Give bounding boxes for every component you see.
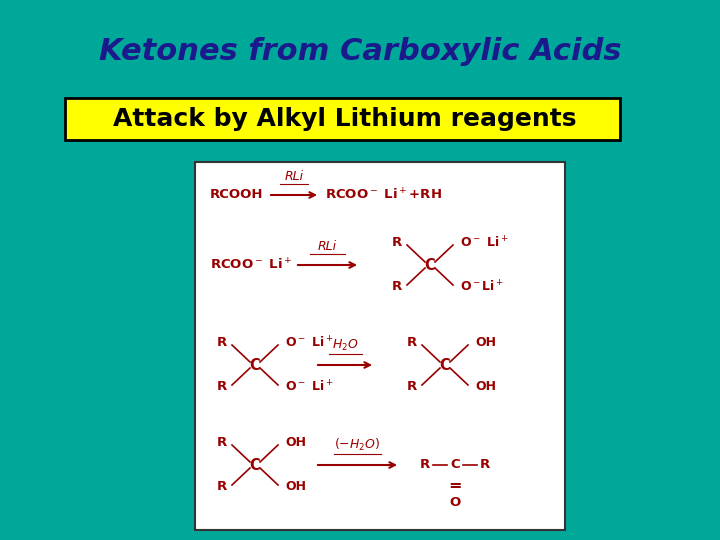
Text: H$_2$O: H$_2$O <box>332 338 359 353</box>
Text: R: R <box>407 336 417 349</box>
Text: O: O <box>449 496 461 510</box>
Text: R: R <box>407 381 417 394</box>
Text: R: R <box>217 381 227 394</box>
Text: Ketones from Carboxylic Acids: Ketones from Carboxylic Acids <box>99 37 621 66</box>
Text: RLi: RLi <box>284 170 304 183</box>
Text: OH: OH <box>475 381 496 394</box>
Text: RCOO$^-$ Li$^+$+RH: RCOO$^-$ Li$^+$+RH <box>325 187 442 202</box>
Text: C: C <box>450 458 460 471</box>
Text: RCOOH: RCOOH <box>210 188 264 201</box>
Text: R: R <box>217 481 227 494</box>
Text: C: C <box>250 357 261 373</box>
Text: R: R <box>480 458 490 471</box>
Text: O$^-$ Li$^+$: O$^-$ Li$^+$ <box>285 335 333 350</box>
Text: OH: OH <box>285 436 306 449</box>
FancyBboxPatch shape <box>65 98 620 140</box>
Text: C: C <box>250 457 261 472</box>
Text: OH: OH <box>475 336 496 349</box>
Text: C: C <box>440 357 451 373</box>
Text: R: R <box>217 336 227 349</box>
Text: OH: OH <box>285 481 306 494</box>
FancyBboxPatch shape <box>195 162 565 530</box>
Text: O$^-$ Li$^+$: O$^-$ Li$^+$ <box>285 379 333 395</box>
Text: R: R <box>217 436 227 449</box>
Text: R: R <box>392 237 402 249</box>
Text: RLi: RLi <box>318 240 337 253</box>
Text: R: R <box>420 458 430 471</box>
Text: Attack by Alkyl Lithium reagents: Attack by Alkyl Lithium reagents <box>113 107 577 131</box>
Text: R: R <box>392 280 402 294</box>
Text: RCOO$^-$ Li$^+$: RCOO$^-$ Li$^+$ <box>210 258 292 273</box>
Text: O$^-$ Li$^+$: O$^-$ Li$^+$ <box>460 235 508 251</box>
Text: $(-$H$_2$O$)$: $(-$H$_2$O$)$ <box>334 437 381 453</box>
Text: C: C <box>425 258 436 273</box>
Text: =: = <box>449 477 462 492</box>
Text: O$^-$Li$^+$: O$^-$Li$^+$ <box>460 279 504 295</box>
